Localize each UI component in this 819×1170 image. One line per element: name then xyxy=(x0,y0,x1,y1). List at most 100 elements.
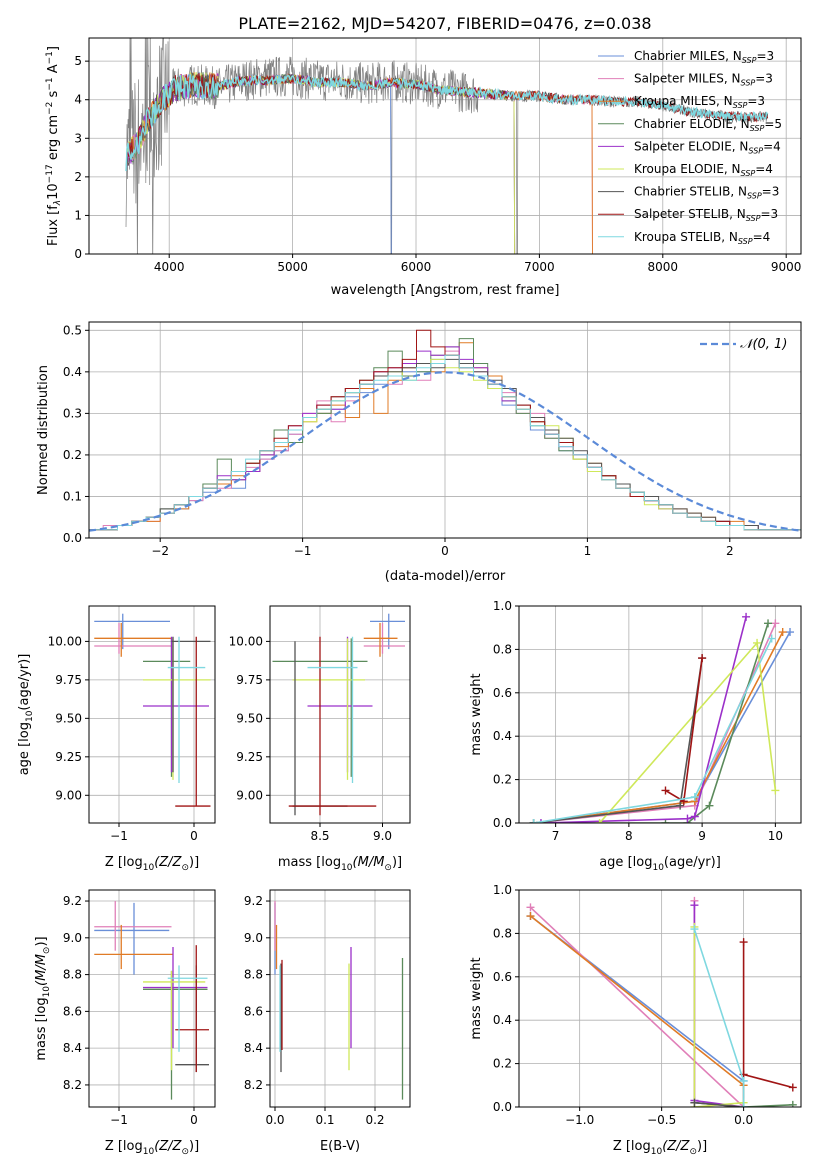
x-tick-label: 0 xyxy=(190,829,198,843)
x-tick-label: 0 xyxy=(190,1113,198,1127)
residuals-y-label: Normed distribution xyxy=(36,365,51,495)
weight-line-salpeter_elodie xyxy=(540,616,747,823)
weight-series-salpeter_stelib xyxy=(739,938,797,1092)
x-tick-label: −0.5 xyxy=(647,1113,676,1127)
errorbar-kroupa_miles xyxy=(94,924,173,970)
weight-marker-kroupa_stelib xyxy=(739,1103,748,1107)
weight-marker-salpeter_stelib xyxy=(698,654,707,663)
legend-label-normal: 𝒩(0, 1) xyxy=(740,337,787,352)
age_vs_Z-plot-area xyxy=(94,613,211,807)
label-sub: 10 xyxy=(42,986,52,998)
y-tick-label: 9.75 xyxy=(236,673,263,687)
legend-label-sub: SSP xyxy=(750,124,765,133)
y-tick-label: 3 xyxy=(74,131,82,145)
x-tick-label: −1.0 xyxy=(565,1113,594,1127)
x-tick-label: 8000 xyxy=(648,260,679,274)
legend-label-eq: =3 xyxy=(747,94,765,108)
label-sub: ⊙ xyxy=(181,1147,189,1157)
residuals-plot-area xyxy=(89,329,801,532)
age_vs_mass-plot-area xyxy=(272,613,405,816)
y-tick-label: 0.6 xyxy=(493,686,512,700)
errorbar-chabrier_miles xyxy=(370,613,405,650)
mass-vs-Z-x-label: Z [log10(Z/Z⊙)] xyxy=(105,1139,199,1157)
label-text: age [log xyxy=(599,855,652,870)
weight-marker-salpeter_elodie xyxy=(536,819,545,823)
age-vs-Z-y-label: age [log10(age/yr)] xyxy=(17,654,35,776)
mass_vs_Z-plot-area xyxy=(94,901,209,1100)
age_vs_mass-panel: 8.5 9.0 9.00 9.25 9.50 9.75 10.00 xyxy=(229,605,411,843)
legend-label-sub: SSP xyxy=(741,79,756,88)
y-tick-label: 0 xyxy=(74,247,82,261)
weight-marker-salpeter_elodie xyxy=(690,901,699,910)
x-tick-label: 7 xyxy=(552,829,560,843)
label-text: (Z/Z xyxy=(154,1139,182,1154)
y-tick-label: 0.4 xyxy=(493,729,512,743)
label-text: )] xyxy=(697,1139,707,1154)
legend-label-text: Kroupa ELODIE, N xyxy=(634,162,741,176)
label-sub: ⊙ xyxy=(689,1147,697,1157)
legend-label-eq: =4 xyxy=(763,139,781,153)
weight-marker-salpeter_miles xyxy=(526,903,535,912)
y-tick-label: 8.6 xyxy=(63,1004,82,1018)
y-tick-label: 0.0 xyxy=(493,816,512,830)
label-text: (Z/Z xyxy=(154,855,182,870)
errorbar-kroupa_miles xyxy=(363,622,398,657)
errorbar-salpeter_stelib xyxy=(175,636,211,807)
y-tick-label: 5 xyxy=(74,54,82,68)
y-tick-label: 8.8 xyxy=(63,968,82,982)
x-tick-label: 7000 xyxy=(524,260,555,274)
weight-vs-Z-x-label: Z [log10(Z/Z⊙)] xyxy=(613,1139,707,1157)
y-tick-label: 9.00 xyxy=(236,788,263,802)
label-text: (M/M xyxy=(34,954,49,986)
weight-marker-salpeter_miles xyxy=(771,619,780,628)
mass-vs-Z-y-label: mass [log10(M/M⊙)] xyxy=(34,936,52,1060)
y-tick-label: 9.2 xyxy=(63,894,82,908)
errorbar-kroupa_stelib xyxy=(167,965,208,1052)
y-tick-label: 1.0 xyxy=(493,599,512,613)
legend-label-text: Chabrier ELODIE, N xyxy=(634,117,750,131)
label-text: )] xyxy=(34,936,49,946)
label-part: s xyxy=(46,90,61,101)
y-tick-label: 9.2 xyxy=(244,894,263,908)
weight_vs_age-y-label: mass weight xyxy=(469,673,484,755)
legend-label-sub: SSP xyxy=(748,146,763,155)
y-tick-label: 0.3 xyxy=(63,406,82,420)
legend-label-text: Chabrier MILES, N xyxy=(634,49,742,63)
panels: 4000 5000 6000 7000 8000 9000012345wavelength… xyxy=(17,37,802,1157)
residuals-x-label: (data-model)/error xyxy=(385,569,506,584)
axes-frame xyxy=(88,889,216,1108)
label-text: age [log xyxy=(17,722,32,775)
weight-marker-chabrier_elodie xyxy=(788,1100,797,1107)
spectrum-panel: 4000 5000 6000 7000 8000 9000 0 1 2 3 4 5 xyxy=(74,37,802,274)
weight-line-kroupa_elodie xyxy=(693,926,744,1107)
label-part: Flux [f xyxy=(46,205,61,246)
label-text: (age/yr)] xyxy=(664,855,721,870)
label-sub: 10 xyxy=(25,710,35,722)
legend-label-text: Kroupa STELIB, N xyxy=(634,230,738,244)
label-sup: −1 xyxy=(45,77,55,90)
mass_vs_ebv-panel: 0.0 0.1 0.2 8.2 8.4 8.6 8.8 9.0 9.2 xyxy=(244,889,411,1127)
label-part: A xyxy=(46,64,61,77)
y-tick-label: 8.4 xyxy=(63,1041,82,1055)
label-sub: 10 xyxy=(652,863,664,873)
legend-label-eq: =4 xyxy=(753,230,771,244)
weight-series-kroupa_stelib xyxy=(690,925,748,1107)
x-tick-label: 0.0 xyxy=(734,1113,753,1127)
errorbar-kroupa_miles xyxy=(94,622,172,657)
x-tick-label: 9000 xyxy=(771,260,802,274)
errorbar-chabrier_miles xyxy=(94,902,170,975)
label-part: 10 xyxy=(46,183,61,200)
mass_vs_ebv-plot-area xyxy=(274,901,404,1100)
y-tick-label: 1 xyxy=(74,208,82,222)
weight-series-kroupa_stelib xyxy=(529,634,776,823)
y-tick-label: 10.00 xyxy=(229,634,263,648)
label-sub: 10 xyxy=(143,863,155,873)
y-tick-label: 9.25 xyxy=(55,750,82,764)
x-tick-label: 0.2 xyxy=(365,1113,384,1127)
label-sub: ⊙ xyxy=(181,863,189,873)
legend-label-salpeter_elodie: Salpeter ELODIE, NSSP=4 xyxy=(634,139,781,155)
weight-marker-salpeter_stelib xyxy=(788,1083,797,1092)
weight-marker-kroupa_miles xyxy=(778,628,787,637)
legend-label-text: Kroupa MILES, N xyxy=(634,94,733,108)
